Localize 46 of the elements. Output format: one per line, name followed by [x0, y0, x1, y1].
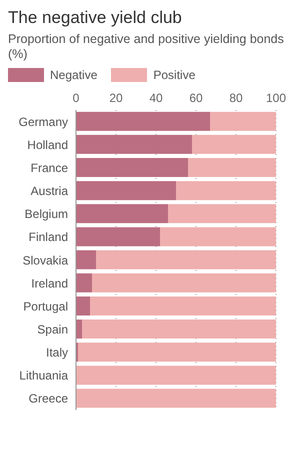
bar: [76, 388, 276, 408]
bar: [76, 112, 210, 131]
bar: [76, 227, 160, 246]
y-tick-label: Greece: [28, 392, 68, 406]
bar: [90, 296, 276, 316]
bar: [76, 134, 192, 154]
y-tick-label: Belgium: [24, 207, 68, 222]
bar: [176, 181, 276, 200]
x-tick-label: 100: [266, 91, 286, 105]
y-tick-label: Ireland: [31, 276, 68, 290]
bar: [78, 342, 276, 362]
y-tick-label: Germany: [18, 114, 68, 129]
bar: [76, 250, 96, 270]
y-tick-label: Slovakia: [22, 253, 68, 268]
bar: [168, 204, 276, 224]
y-tick-label: Portugal: [23, 299, 68, 314]
x-tick-label: 60: [189, 91, 203, 105]
x-tick-label: 40: [149, 91, 163, 105]
bar: [210, 112, 276, 131]
legend-label: Negative: [50, 68, 98, 82]
x-tick-label: 0: [72, 91, 80, 105]
y-tick-label: France: [30, 160, 68, 175]
bar: [76, 273, 92, 292]
y-tick-label: Italy: [46, 346, 68, 360]
bar: [82, 320, 276, 339]
y-tick-label: Lithuania: [19, 368, 68, 383]
bar: [96, 250, 276, 270]
bar: [92, 273, 276, 292]
y-tick-label: Finland: [28, 230, 68, 244]
y-tick-label: Spain: [37, 322, 68, 336]
x-tick-label: 20: [109, 91, 123, 105]
bar: [76, 204, 168, 224]
bar: [160, 227, 276, 246]
bar: [188, 158, 276, 177]
bar: [76, 366, 276, 385]
bar: [76, 296, 90, 316]
bar: [76, 181, 176, 200]
chart-title: The negative yield club: [8, 8, 183, 28]
legend-label: Positive: [153, 68, 196, 82]
bar: [192, 134, 276, 154]
y-tick-label: Holland: [27, 138, 68, 152]
bar: [76, 158, 188, 177]
bar: [76, 320, 82, 339]
x-tick-label: 80: [229, 91, 243, 105]
y-tick-label: Austria: [30, 184, 68, 198]
chart-subtitle: Proportion of negative and positive yielding bonds (%): [8, 32, 285, 62]
